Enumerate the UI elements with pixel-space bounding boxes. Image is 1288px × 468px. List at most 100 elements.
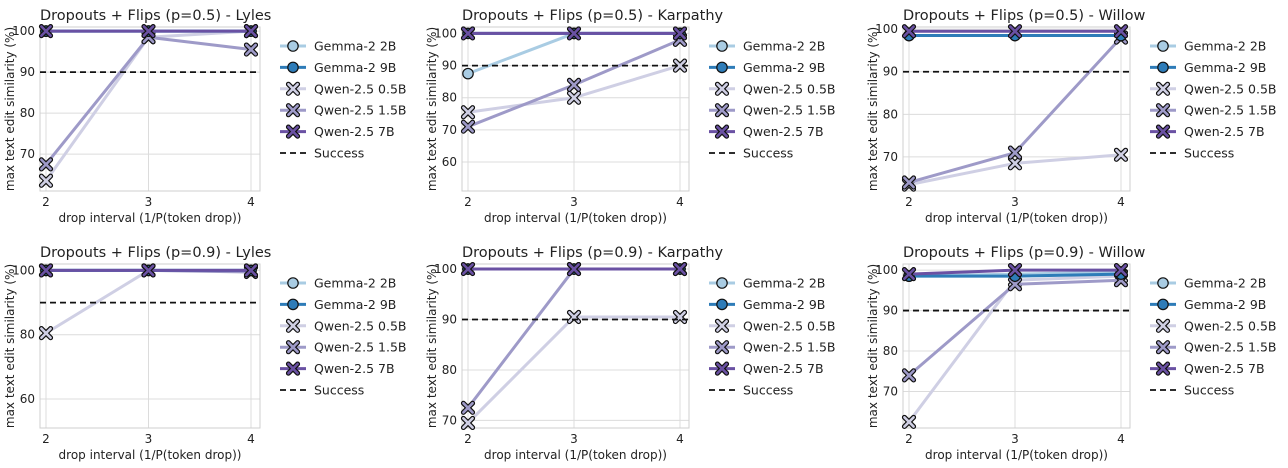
data-point-qwen7 bbox=[141, 263, 156, 278]
data-point-qwen05-fill bbox=[40, 174, 52, 187]
y-axis-label: max text edit similarity (%) bbox=[425, 27, 439, 191]
legend-marker-qwen7 bbox=[1155, 124, 1171, 139]
legend-label: Success bbox=[743, 383, 793, 398]
legend-marker-gemma9b bbox=[716, 61, 728, 74]
data-point-qwen15-fill bbox=[568, 78, 580, 91]
legend-label: Qwen-2.5 1.5B bbox=[743, 103, 836, 118]
y-axis-label: max text edit similarity (%) bbox=[866, 27, 880, 191]
legend-marker-qwen15 bbox=[1155, 103, 1171, 118]
legend-marker-qwen05-fill bbox=[716, 82, 728, 95]
legend-label: Gemma-2 2B bbox=[1184, 276, 1266, 291]
y-tick-label: 70 bbox=[883, 385, 898, 399]
data-point-qwen7 bbox=[901, 24, 917, 39]
x-axis-label: drop interval (1/P(token drop)) bbox=[59, 211, 242, 225]
legend-marker-qwen05 bbox=[714, 81, 730, 96]
data-point-qwen15 bbox=[1007, 277, 1023, 292]
x-tick-label: 2 bbox=[905, 195, 913, 209]
data-point-qwen7-fill bbox=[40, 264, 52, 277]
y-tick-label: 90 bbox=[883, 65, 898, 79]
legend-label: Gemma-2 2B bbox=[743, 39, 825, 54]
legend-marker-qwen05-fill bbox=[1157, 319, 1169, 332]
chart-title: Dropouts + Flips (p=0.5) - Karpathy bbox=[462, 8, 724, 24]
y-tick-label: 70 bbox=[442, 123, 457, 137]
chart-panel-2: 60 70 80 90 100 2 3 4 Dropouts + Flips (p=0.5) -… bbox=[425, 8, 836, 225]
legend-label: Qwen-2.5 0.5B bbox=[314, 318, 407, 333]
data-point-qwen7 bbox=[460, 26, 476, 41]
legend-label: Qwen-2.5 7B bbox=[314, 361, 395, 376]
data-point-qwen05-fill bbox=[1009, 157, 1021, 170]
data-point-qwen7 bbox=[141, 24, 156, 39]
data-point-qwen7 bbox=[901, 267, 917, 282]
legend-label: Qwen-2.5 1.5B bbox=[1184, 340, 1277, 355]
data-point-qwen15 bbox=[1007, 145, 1023, 160]
legend-marker-qwen05 bbox=[1155, 318, 1171, 333]
legend-marker-qwen7-fill bbox=[716, 125, 728, 138]
x-axis-label: drop interval (1/P(token drop)) bbox=[925, 211, 1108, 225]
chart-title: Dropouts + Flips (p=0.5) - Lyles bbox=[40, 8, 271, 24]
chart-title: Dropouts + Flips (p=0.9) - Willow bbox=[903, 245, 1145, 261]
data-point-qwen7 bbox=[1113, 24, 1129, 39]
plot-frame bbox=[902, 263, 1131, 429]
data-point-qwen15 bbox=[901, 368, 917, 383]
legend-marker-qwen05-fill bbox=[287, 82, 299, 95]
x-tick-label: 4 bbox=[247, 195, 255, 209]
data-point-qwen15-fill bbox=[1009, 146, 1021, 159]
legend-marker-qwen05 bbox=[285, 81, 301, 96]
chart-panel-4: 60 80 100 2 3 4 Dropouts + Flips (p=0.9) - Lyl… bbox=[3, 245, 407, 462]
y-axis-label: max text edit similarity (%) bbox=[425, 264, 439, 428]
legend-label: Gemma-2 2B bbox=[743, 276, 825, 291]
x-tick-label: 4 bbox=[676, 432, 684, 446]
legend-label: Qwen-2.5 0.5B bbox=[743, 81, 836, 96]
legend-marker-qwen15-fill bbox=[287, 104, 299, 117]
data-point-qwen05 bbox=[566, 90, 582, 105]
legend-label: Qwen-2.5 7B bbox=[1184, 124, 1265, 139]
chart-panel-1: 70 80 90 100 2 3 4 Dropouts + Flips (p=0.5) - L… bbox=[3, 8, 407, 225]
legend-label: Qwen-2.5 0.5B bbox=[1184, 318, 1277, 333]
legend-marker-qwen7 bbox=[1155, 361, 1171, 376]
legend-marker-qwen15 bbox=[714, 103, 730, 118]
x-tick-label: 4 bbox=[1117, 432, 1125, 446]
data-point-qwen7-fill bbox=[1115, 25, 1127, 38]
legend-label: Qwen-2.5 7B bbox=[743, 124, 824, 139]
data-point-qwen7-fill bbox=[462, 263, 474, 275]
data-point-qwen7 bbox=[672, 26, 688, 41]
legend-marker-qwen15-fill bbox=[287, 341, 299, 354]
data-point-qwen05-fill bbox=[462, 417, 474, 429]
y-axis-label: max text edit similarity (%) bbox=[3, 264, 17, 428]
data-point-qwen05-fill bbox=[1115, 148, 1127, 161]
legend-marker-gemma2b bbox=[1157, 277, 1169, 289]
legend-label: Qwen-2.5 1.5B bbox=[743, 340, 836, 355]
data-point-qwen15-fill bbox=[462, 120, 474, 133]
y-tick-label: 70 bbox=[20, 147, 35, 161]
y-tick-label: 100 bbox=[12, 263, 35, 277]
data-point-qwen7 bbox=[566, 26, 582, 41]
y-tick-label: 70 bbox=[442, 413, 457, 427]
legend-marker-qwen15-fill bbox=[1157, 104, 1169, 117]
legend-label: Qwen-2.5 7B bbox=[1184, 361, 1265, 376]
x-tick-label: 4 bbox=[1117, 195, 1125, 209]
legend-marker-gemma2b bbox=[716, 40, 728, 52]
y-tick-label: 100 bbox=[875, 22, 898, 36]
x-tick-label: 2 bbox=[42, 195, 50, 209]
legend-marker-gemma9b bbox=[287, 298, 299, 311]
data-point-qwen05 bbox=[1007, 156, 1023, 171]
legend-marker-qwen05 bbox=[285, 318, 301, 333]
legend-marker-qwen05-fill bbox=[287, 319, 299, 332]
legend-label: Gemma-2 2B bbox=[314, 276, 396, 291]
data-point-qwen7-fill bbox=[568, 27, 580, 40]
chart-panel-5: 70 80 90 100 2 3 4 Dropouts + Flips (p=0.9) - K… bbox=[425, 245, 836, 462]
x-tick-label: 2 bbox=[464, 432, 472, 446]
x-tick-label: 2 bbox=[905, 432, 913, 446]
legend-label: Qwen-2.5 1.5B bbox=[314, 340, 407, 355]
data-point-qwen15-fill bbox=[245, 43, 257, 56]
data-point-qwen05-fill bbox=[40, 327, 52, 340]
y-tick-label: 90 bbox=[20, 65, 35, 79]
data-point-qwen7-fill bbox=[245, 264, 257, 277]
legend-marker-gemma2b bbox=[1157, 40, 1169, 52]
legend-label: Qwen-2.5 7B bbox=[743, 361, 824, 376]
y-tick-label: 90 bbox=[883, 304, 898, 318]
legend-marker-qwen7-fill bbox=[1157, 125, 1169, 138]
legend-label: Success bbox=[1184, 146, 1234, 161]
y-axis-label: max text edit similarity (%) bbox=[866, 264, 880, 428]
chart-title: Dropouts + Flips (p=0.9) - Karpathy bbox=[462, 245, 724, 261]
